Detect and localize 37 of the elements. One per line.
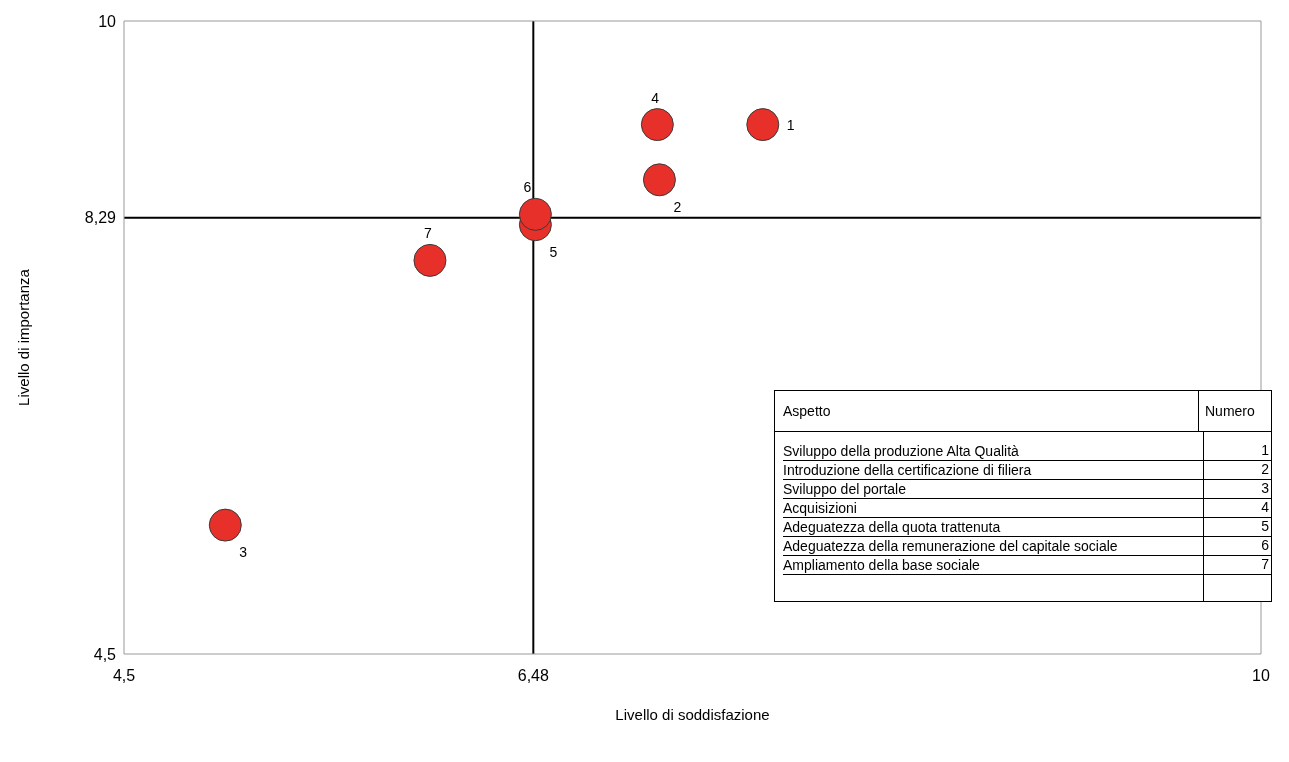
annotation: Introduzione della certificazione di filiera: [783, 462, 1032, 478]
text: 4: [1261, 499, 1269, 515]
x-axis-title: Livello di soddisfazione: [615, 706, 770, 723]
annotation: Acquisizioni: [783, 500, 857, 516]
text: 3: [1261, 480, 1269, 496]
series-label: 6: [523, 179, 532, 196]
series-label: 1: [786, 116, 795, 133]
point: [746, 108, 780, 142]
x-tick-label: 4,5: [112, 667, 136, 685]
annotation: Sviluppo della produzione Alta Qualità: [783, 443, 1019, 459]
annotation: Aspetto: [782, 403, 832, 419]
text: 5: [1261, 518, 1269, 534]
annotation: Adeguatezza della quota trattenuta: [783, 519, 1001, 535]
point: [413, 243, 447, 277]
series-label: 2: [673, 198, 682, 215]
point: [208, 508, 242, 542]
annotation: Ampliamento della base sociale: [783, 557, 980, 573]
series-label: 4: [651, 89, 660, 106]
y-tick-label: 8,29: [84, 209, 117, 227]
x-tick-label: 6,48: [517, 667, 549, 685]
text: 6: [1261, 537, 1269, 553]
series-label: 5: [549, 243, 558, 260]
point: [518, 197, 552, 231]
point: [642, 163, 676, 197]
annotation: Adeguatezza della remunerazione del capitale sociale: [783, 538, 1118, 554]
text: 1: [1261, 442, 1269, 458]
text: 7: [1261, 556, 1269, 572]
annotation: Numero: [1198, 391, 1271, 431]
y-axis-title: Livello di importanza: [15, 268, 33, 406]
y-tick-label: 4,5: [93, 645, 117, 663]
series-label: 3: [239, 544, 248, 561]
series-label: 7: [423, 225, 432, 242]
x-tick-label: 10: [1252, 667, 1270, 685]
text: 2: [1261, 461, 1269, 477]
annotation: Sviluppo del portale: [783, 481, 906, 497]
y-tick-label: 10: [98, 12, 117, 30]
point: [640, 108, 674, 142]
